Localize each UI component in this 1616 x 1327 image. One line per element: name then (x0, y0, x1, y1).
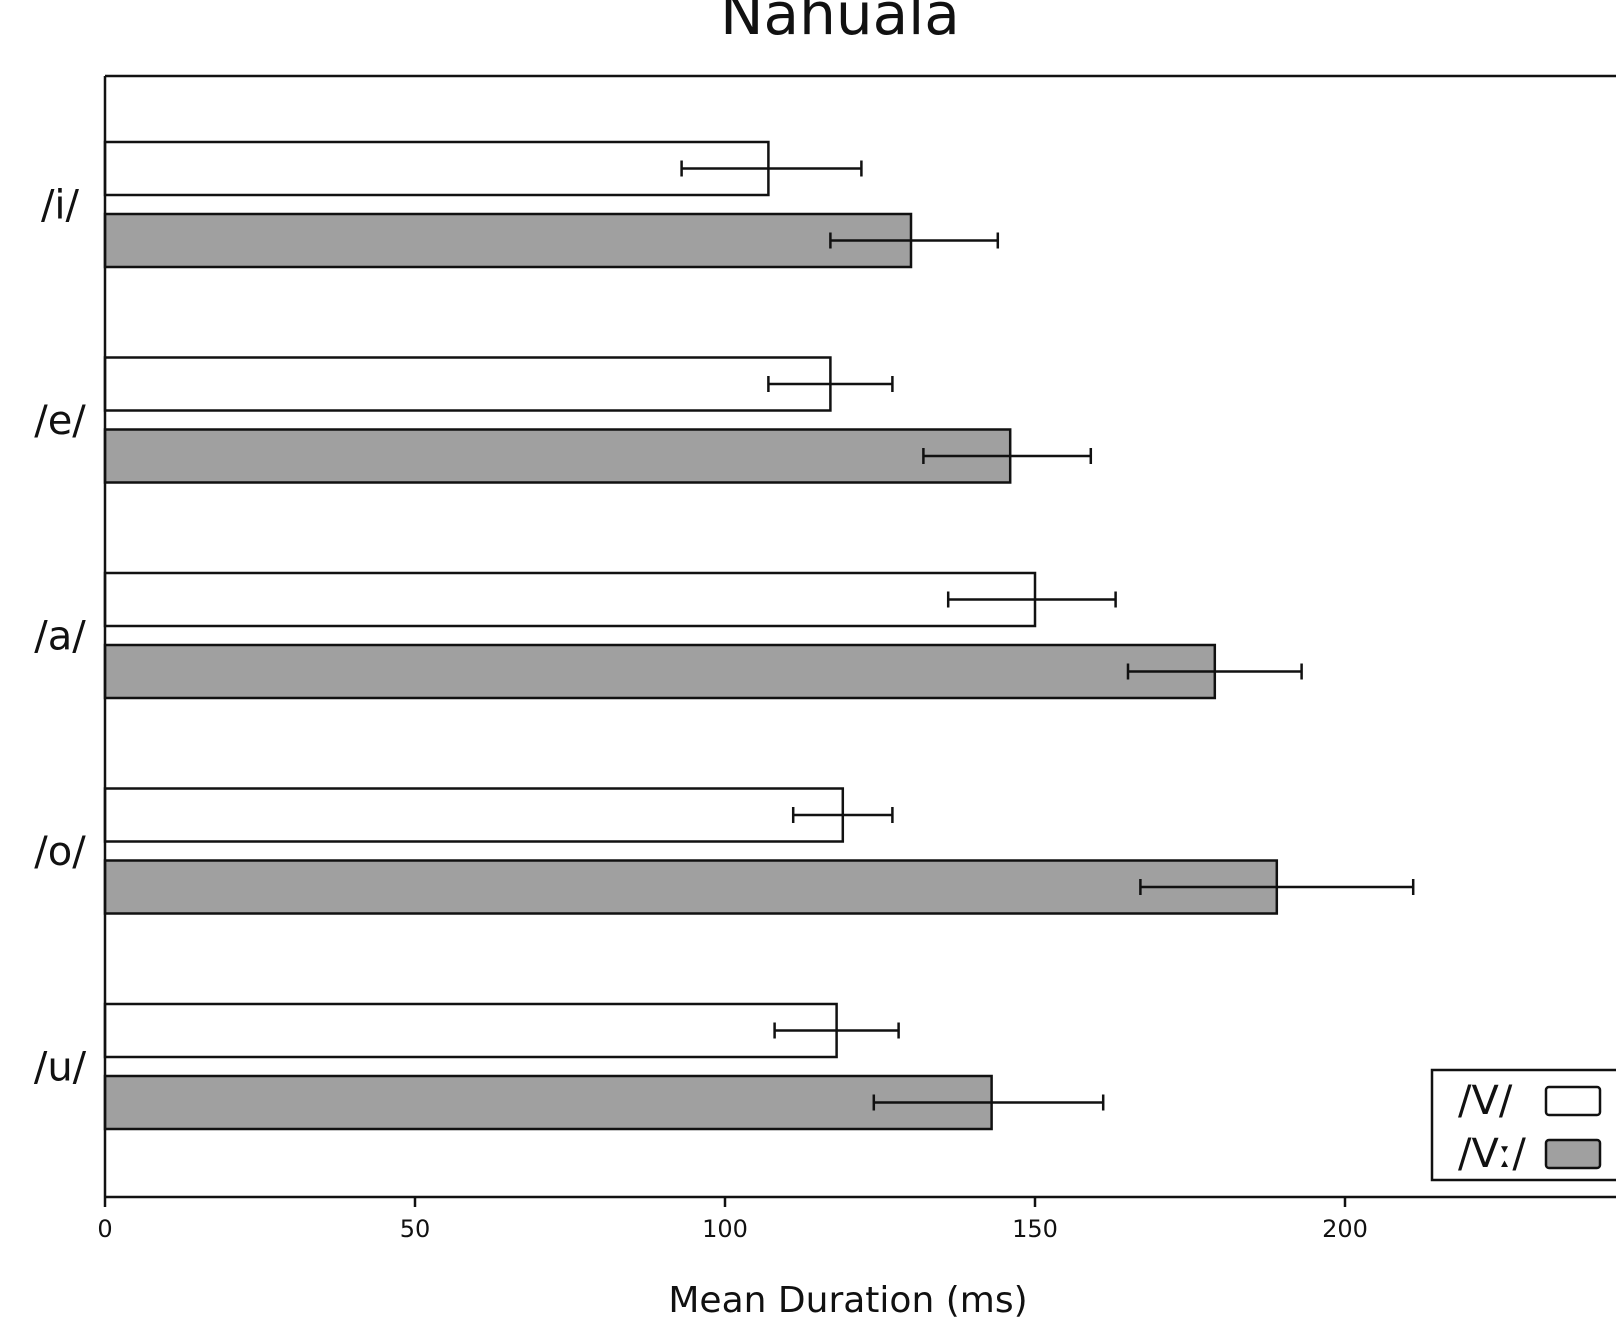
x-tick-label-2: 100 (702, 1215, 748, 1243)
chart-title: Nahualá (720, 0, 960, 48)
category-label-2: /a/ (34, 614, 86, 660)
error-bar-0-0 (680, 160, 863, 177)
bar-short-1 (103, 356, 832, 412)
legend-label-1: /Vː/ (1458, 1131, 1526, 1177)
category-label-1: /e/ (34, 398, 86, 444)
error-bar-0-4 (773, 1022, 900, 1039)
bar-short-0 (103, 140, 770, 197)
bar-long-1 (103, 428, 1012, 484)
bar-short-3 (103, 787, 845, 843)
error-bars-layer (680, 160, 1415, 1111)
error-bar-1-1 (922, 448, 1093, 464)
bar-short-2 (103, 571, 1037, 628)
error-bar-0-1 (767, 376, 894, 392)
bar-long-4 (103, 1074, 993, 1131)
bar-long-2 (103, 643, 1217, 700)
x-ticks: 0 50 100 150 200 (97, 1197, 1368, 1243)
category-label-0: /i/ (41, 183, 80, 229)
legend-swatch-0 (1544, 1085, 1602, 1117)
x-tick-label-0: 0 (97, 1215, 112, 1243)
category-label-3: /o/ (34, 829, 86, 875)
bar-long-0 (103, 212, 913, 269)
x-tick-label-3: 150 (1012, 1215, 1058, 1243)
legend: /V/ /Vː/ (1430, 1068, 1616, 1182)
error-bar-0-2 (946, 591, 1117, 608)
legend-swatch-1 (1544, 1138, 1602, 1170)
error-bar-0-3 (791, 807, 894, 823)
error-bar-1-4 (872, 1094, 1105, 1111)
category-label-4: /u/ (34, 1045, 87, 1091)
legend-label-0: /V/ (1458, 1078, 1513, 1124)
error-bar-1-3 (1139, 879, 1415, 895)
category-labels: /i/ /e/ /a/ /o/ /u/ (34, 183, 87, 1091)
x-tick-label-4: 200 (1322, 1215, 1368, 1243)
x-axis-label: Mean Duration (ms) (668, 1280, 1027, 1321)
bar-long-3 (103, 859, 1279, 915)
bar-short-4 (103, 1002, 838, 1059)
bars-layer (103, 140, 1279, 1131)
error-bar-1-2 (1126, 663, 1303, 680)
error-bar-1-0 (829, 232, 1000, 249)
x-tick-label-1: 50 (400, 1215, 431, 1243)
axes-layer (103, 74, 1616, 1199)
